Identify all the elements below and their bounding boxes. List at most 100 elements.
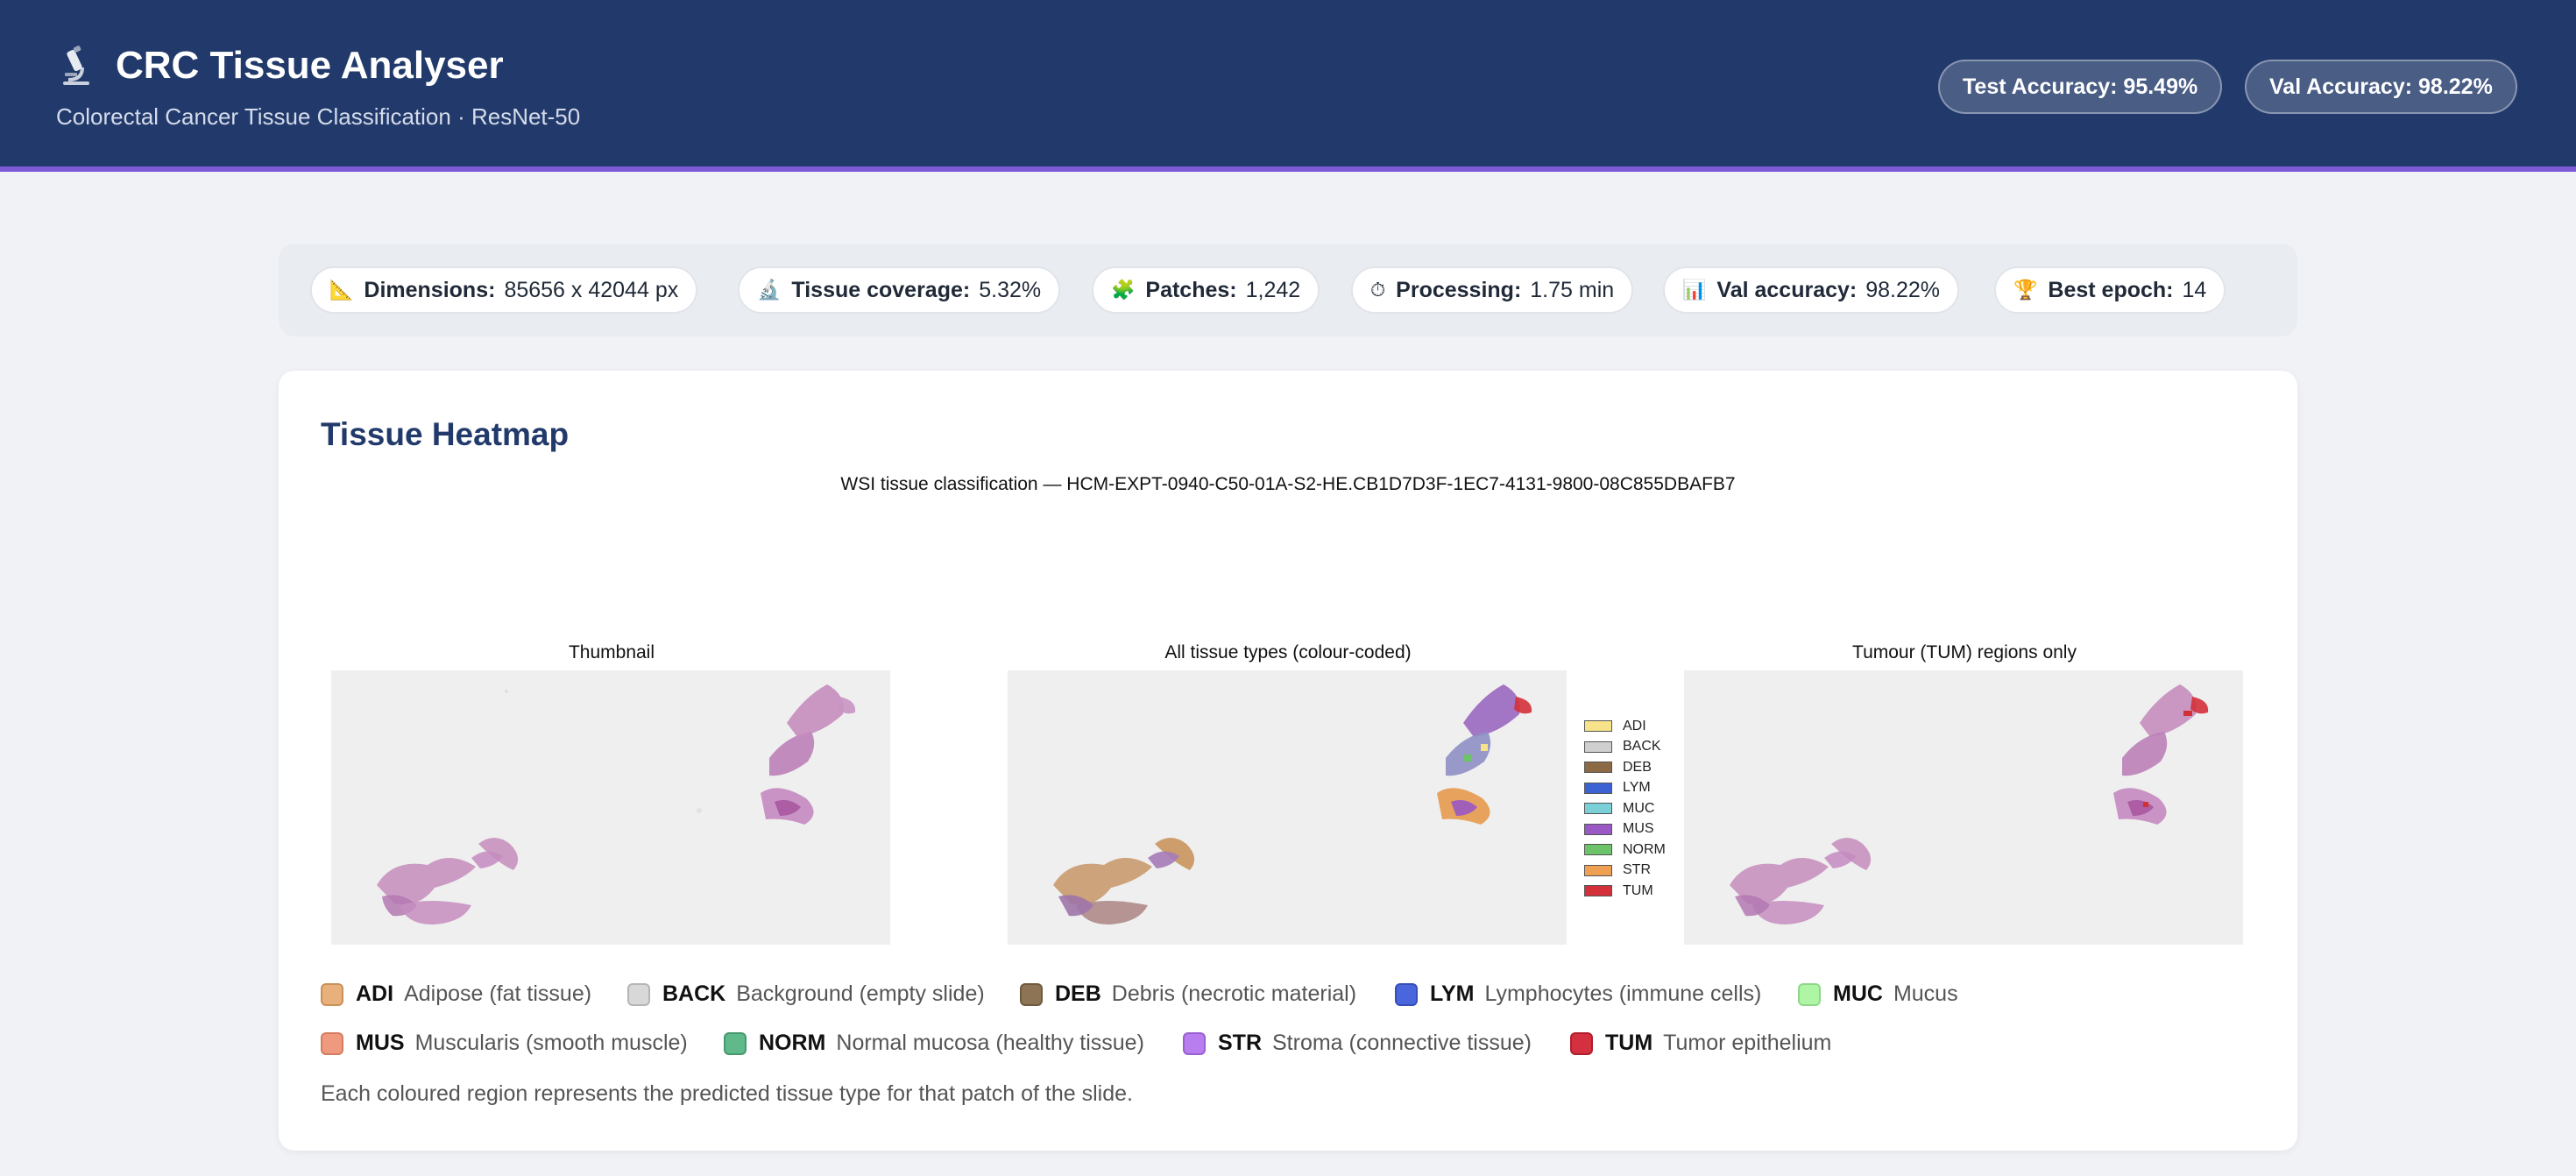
legend-desc: Debris (necrotic material) (1111, 981, 1357, 1006)
stat-value: 1,242 (1245, 277, 1301, 302)
ruler-icon: 📐 (329, 279, 354, 301)
legend-swatch (321, 982, 343, 1006)
legend-code: NORM (759, 1031, 826, 1055)
mini-legend-item: DEB (1584, 757, 1666, 778)
legend-item-deb: DEB Debris (necrotic material) (1020, 981, 1356, 1007)
mini-legend: ADI BACK DEB LYM MUC MUS NORM STR TUM (1584, 716, 1666, 902)
legend-item-str: STR Stroma (connective tissue) (1183, 1031, 1532, 1056)
legend-swatch (1584, 762, 1612, 774)
stat-value: 1.75 min (1530, 277, 1615, 302)
test-accuracy-badge: Test Accuracy: 95.49% (1938, 60, 2223, 114)
microscope-icon (63, 46, 89, 85)
title-row: CRC Tissue Analyser (56, 44, 504, 88)
panel-title-all-types: All tissue types (colour-coded) (1164, 642, 1412, 662)
stat-best-epoch: 🏆 Best epoch: 14 (1994, 266, 2226, 314)
stat-val-accuracy: 📊 Val accuracy: 98.22% (1663, 266, 1960, 314)
stat-value: 14 (2182, 277, 2207, 302)
figure-title: WSI tissue classification — HCM-EXPT-094… (840, 474, 1736, 494)
val-accuracy-badge: Val Accuracy: 98.22% (2245, 60, 2517, 114)
tumour-only-image (1684, 670, 2243, 945)
mini-legend-item: STR (1584, 861, 1666, 882)
legend-swatch (1020, 982, 1043, 1006)
legend-item-muc: MUC Mucus (1798, 981, 1958, 1007)
legend-desc: Normal mucosa (healthy tissue) (836, 1031, 1144, 1055)
legend-code: STR (1623, 862, 1651, 878)
legend-desc: Background (empty slide) (736, 981, 985, 1006)
trophy-icon: 🏆 (2013, 279, 2038, 301)
legend-code: MUC (1623, 800, 1655, 816)
legend-desc: Mucus (1893, 981, 1958, 1006)
bar-chart-icon: 📊 (1682, 279, 1707, 301)
legend-code: MUS (1623, 821, 1654, 837)
legend-code: BACK (1623, 739, 1661, 754)
legend-code: STR (1218, 1031, 1262, 1055)
legend-code: LYM (1623, 780, 1651, 796)
stat-label: Dimensions: (364, 277, 496, 302)
legend-swatch (1584, 844, 1612, 856)
stat-value: 5.32% (979, 277, 1042, 302)
mini-legend-item: BACK (1584, 737, 1666, 758)
panel-title-tumour-only: Tumour (TUM) regions only (1852, 642, 2077, 662)
microscope-icon: 🔬 (757, 279, 782, 301)
heatmap-note: Each coloured region represents the pred… (321, 1081, 1133, 1106)
legend-swatch (1798, 982, 1821, 1006)
stat-value: 85656 x 42044 px (504, 277, 679, 302)
legend-item-lym: LYM Lymphocytes (immune cells) (1395, 981, 1761, 1007)
legend-code: LYM (1430, 981, 1475, 1006)
app-subtitle: Colorectal Cancer Tissue Classification … (56, 103, 581, 130)
legend-swatch (1584, 803, 1612, 815)
mini-legend-item: TUM (1584, 881, 1666, 902)
stat-tissue-coverage: 🔬 Tissue coverage: 5.32% (738, 266, 1061, 314)
legend-code: DEB (1055, 981, 1101, 1006)
legend-swatch (1584, 782, 1612, 794)
legend-code: TUM (1605, 1031, 1653, 1055)
legend-swatch (1584, 740, 1612, 753)
stat-patches: 🧩 Patches: 1,242 (1092, 266, 1320, 314)
legend-desc: Adipose (fat tissue) (404, 981, 592, 1006)
legend-code: BACK (662, 981, 726, 1006)
legend-swatch (627, 982, 650, 1006)
app-title: CRC Tissue Analyser (116, 44, 504, 87)
legend-swatch (724, 1031, 747, 1055)
legend-item-norm: NORM Normal mucosa (healthy tissue) (724, 1031, 1144, 1056)
legend-item-adi: ADI Adipose (fat tissue) (321, 981, 591, 1007)
legend-swatch (1570, 1031, 1593, 1055)
legend-code: NORM (1623, 841, 1666, 857)
legend-item-tum: TUM Tumor epithelium (1570, 1031, 1831, 1056)
legend-code: ADI (356, 981, 394, 1006)
stat-label: Patches: (1145, 277, 1237, 302)
legend-desc: Stroma (connective tissue) (1272, 1031, 1532, 1055)
stat-label: Best epoch: (2048, 277, 2174, 302)
legend-item-back: BACK Background (empty slide) (627, 981, 985, 1007)
stats-bar: 📐 Dimensions: 85656 x 42044 px 🔬 Tissue … (279, 244, 2297, 337)
legend-swatch (1584, 885, 1612, 897)
stat-label: Processing: (1396, 277, 1522, 302)
legend-swatch (1395, 982, 1418, 1006)
stat-processing: ⏱ Processing: 1.75 min (1351, 266, 1634, 314)
legend-code: MUC (1833, 981, 1883, 1006)
stopwatch-icon: ⏱ (1370, 279, 1386, 301)
app-header: CRC Tissue Analyser Colorectal Cancer Ti… (0, 0, 2576, 172)
legend-code: ADI (1623, 718, 1646, 733)
heatmap-card: Tissue Heatmap WSI tissue classification… (279, 371, 2297, 1151)
mini-legend-item: NORM (1584, 839, 1666, 861)
card-title: Tissue Heatmap (321, 416, 570, 452)
mini-legend-item: ADI (1584, 716, 1666, 737)
legend-swatch (321, 1031, 343, 1055)
legend-item-mus: MUS Muscularis (smooth muscle) (321, 1031, 688, 1056)
stat-label: Tissue coverage: (791, 277, 971, 302)
thumbnail-image (331, 670, 890, 945)
legend-code: DEB (1623, 759, 1652, 775)
mini-legend-item: LYM (1584, 778, 1666, 799)
legend-desc: Muscularis (smooth muscle) (414, 1031, 688, 1055)
stat-value: 98.22% (1865, 277, 1941, 302)
stat-dimensions: 📐 Dimensions: 85656 x 42044 px (310, 266, 698, 314)
mini-legend-item: MUS (1584, 819, 1666, 840)
legend-code: TUM (1623, 882, 1653, 898)
stat-label: Val accuracy: (1716, 277, 1858, 302)
legend-swatch (1183, 1031, 1206, 1055)
mini-legend-item: MUC (1584, 798, 1666, 819)
legend-swatch (1584, 823, 1612, 835)
legend-desc: Lymphocytes (immune cells) (1484, 981, 1762, 1006)
puzzle-icon: 🧩 (1111, 279, 1136, 301)
